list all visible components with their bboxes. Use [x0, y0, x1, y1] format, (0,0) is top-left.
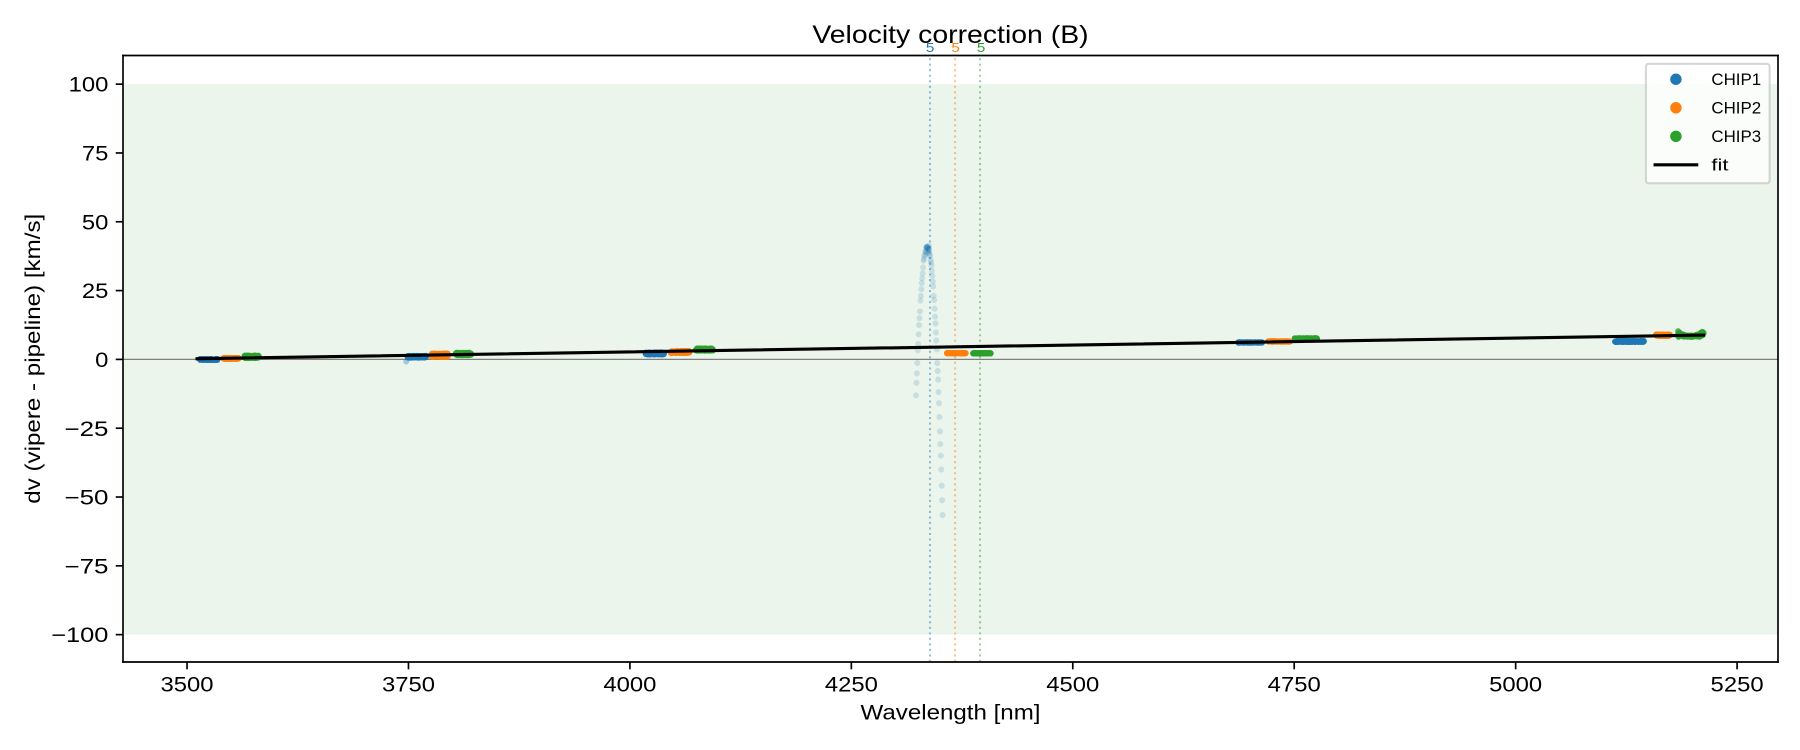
svg-text:4750: 4750 [1268, 674, 1321, 697]
svg-text:75: 75 [82, 143, 109, 166]
svg-text:50: 50 [82, 211, 109, 234]
svg-text:3500: 3500 [161, 674, 214, 697]
svg-text:CHIP1: CHIP1 [1711, 70, 1761, 89]
svg-text:−75: −75 [64, 555, 108, 578]
svg-text:5000: 5000 [1489, 674, 1542, 697]
svg-text:5250: 5250 [1711, 674, 1764, 697]
svg-text:3750: 3750 [382, 674, 435, 697]
svg-text:100: 100 [69, 74, 109, 97]
svg-text:4000: 4000 [603, 674, 656, 697]
svg-text:5: 5 [951, 40, 959, 55]
svg-text:Velocity correction (B): Velocity correction (B) [812, 21, 1088, 49]
svg-text:4250: 4250 [825, 674, 878, 697]
svg-text:Wavelength [nm]: Wavelength [nm] [861, 701, 1041, 724]
svg-text:−25: −25 [64, 418, 108, 441]
svg-text:4500: 4500 [1046, 674, 1099, 697]
svg-text:dv (vipere - pipeline) [km/s]: dv (vipere - pipeline) [km/s] [22, 214, 45, 504]
svg-text:0: 0 [95, 349, 108, 372]
svg-text:5: 5 [977, 40, 985, 55]
svg-text:CHIP3: CHIP3 [1711, 127, 1761, 146]
svg-text:fit: fit [1711, 156, 1729, 175]
svg-text:−50: −50 [64, 487, 108, 510]
svg-text:−100: −100 [51, 624, 108, 647]
svg-text:CHIP2: CHIP2 [1711, 99, 1761, 118]
svg-text:25: 25 [82, 280, 109, 303]
svg-text:5: 5 [926, 40, 934, 55]
